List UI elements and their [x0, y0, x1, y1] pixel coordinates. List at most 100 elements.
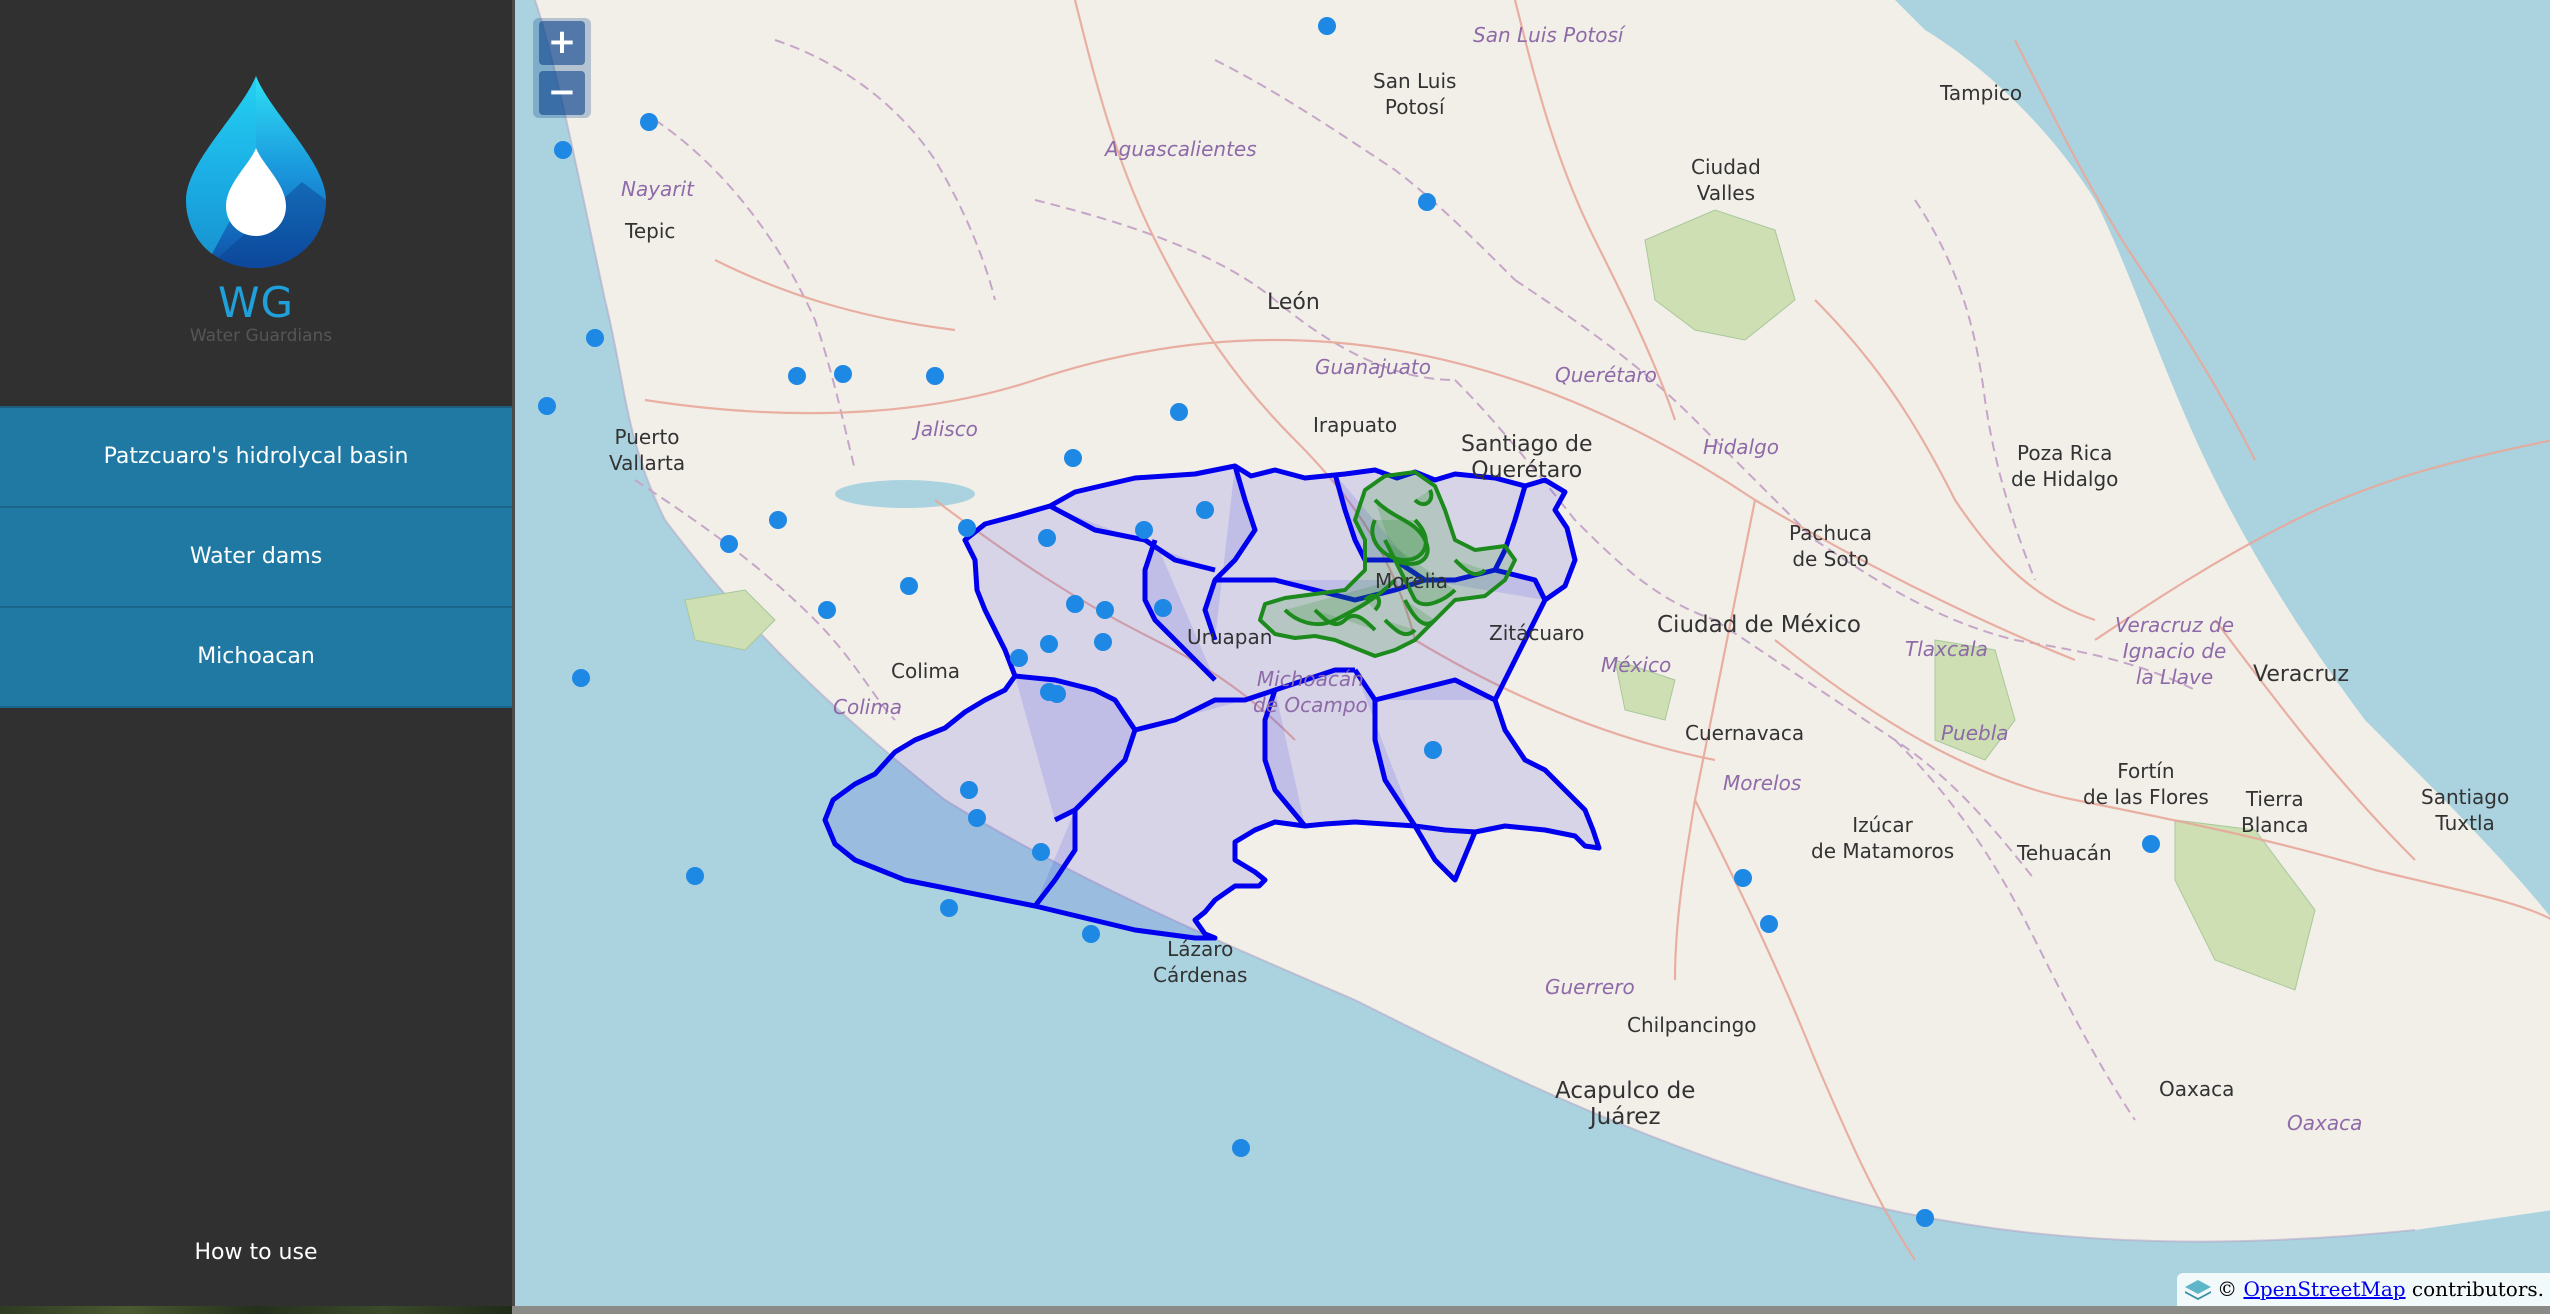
map-label-morelos: Morelos — [1723, 771, 1802, 795]
water-dam-marker[interactable] — [686, 867, 704, 885]
water-dam-marker[interactable] — [1094, 633, 1112, 651]
map-label-santiago-tuxtla: Santiago Tuxtla — [2421, 785, 2510, 835]
logo-short-text: WG — [217, 278, 295, 327]
menu-item-water-dams[interactable]: Water dams — [0, 508, 512, 608]
map-label-ciudad-de-mexico: Ciudad de México — [1657, 612, 1862, 638]
map-label-veracruz-state: Veracruz de Ignacio de la Llave — [2115, 613, 2235, 689]
map-label-queretaro-state: Querétaro — [1555, 363, 1657, 387]
map-label-poza-rica: Poza Rica de Hidalgo — [2011, 441, 2119, 491]
map-label-izucar: Izúcar de Matamoros — [1811, 813, 1955, 863]
layers-icon — [2185, 1280, 2212, 1300]
water-dam-marker[interactable] — [1082, 925, 1100, 943]
sidebar: WG Water Guardians Patzcuaro's hidrolyca… — [0, 0, 512, 1314]
water-dam-marker[interactable] — [640, 113, 658, 131]
water-dam-marker[interactable] — [1232, 1139, 1250, 1157]
water-dam-marker[interactable] — [1418, 193, 1436, 211]
water-dam-marker[interactable] — [1170, 403, 1188, 421]
map-label-puerto-vallarta: Puerto Vallarta — [609, 425, 686, 475]
map-label-fortin: Fortín de las Flores — [2083, 759, 2209, 809]
water-dam-marker[interactable] — [1760, 915, 1778, 933]
water-dam-marker[interactable] — [572, 669, 590, 687]
map-label-aguascalientes: Aguascalientes — [1105, 137, 1257, 161]
water-dam-marker[interactable] — [1916, 1209, 1934, 1227]
water-dam-marker[interactable] — [1135, 521, 1153, 539]
water-dam-marker[interactable] — [958, 519, 976, 537]
water-dam-marker[interactable] — [968, 809, 986, 827]
water-dam-marker[interactable] — [586, 329, 604, 347]
map-label-cuernavaca: Cuernavaca — [1685, 721, 1805, 745]
attribution-suffix: contributors. — [2405, 1276, 2544, 1301]
lake — [835, 480, 975, 508]
water-dam-marker[interactable] — [1734, 869, 1752, 887]
map-label-santiago-queretaro: Santiago de Querétaro — [1461, 432, 1593, 483]
water-dam-marker[interactable] — [1154, 599, 1172, 617]
gulf-of-mexico — [1895, 0, 2550, 917]
water-dam-marker[interactable] — [1196, 501, 1214, 519]
water-drop-logo-icon — [186, 76, 326, 268]
map-label-lazaro-cardenas: Lázaro Cárdenas — [1153, 937, 1248, 987]
water-dam-marker[interactable] — [940, 899, 958, 917]
green-park — [1644, 209, 1796, 341]
map-label-tierra-blanca: Tierra Blanca — [2241, 787, 2309, 837]
water-dam-marker[interactable] — [1066, 595, 1084, 613]
map-label-colima-city: Colima — [891, 659, 961, 683]
attribution-prefix: © — [2217, 1276, 2238, 1301]
map-canvas[interactable] — [515, 0, 2550, 1306]
water-dam-marker[interactable] — [554, 141, 572, 159]
water-dam-marker[interactable] — [1040, 683, 1058, 701]
state-borders — [634, 39, 2196, 1121]
menu-item-michoacan[interactable]: Michoacan — [0, 608, 512, 708]
map-label-tepic: Tepic — [625, 219, 676, 243]
water-dam-marker[interactable] — [769, 511, 787, 529]
map-label-pachuca: Pachuca de Soto — [1789, 521, 1873, 571]
water-dam-marker[interactable] — [720, 535, 738, 553]
logo-full-text: Water Guardians — [189, 326, 333, 346]
roads — [644, 0, 2550, 1261]
water-dam-marker[interactable] — [1040, 635, 1058, 653]
water-dam-marker[interactable] — [926, 367, 944, 385]
map-label-ciudad-valles: Ciudad Valles — [1691, 155, 1761, 205]
water-dam-marker[interactable] — [1096, 601, 1114, 619]
map-label-san-luis-potosi-state: San Luis Potosí — [1473, 23, 1624, 47]
zoom-out-button[interactable]: − — [539, 71, 585, 115]
map-label-oaxaca-state: Oaxaca — [2287, 1111, 2363, 1135]
map-label-colima-state: Colima — [833, 695, 903, 719]
map-label-leon: León — [1267, 290, 1320, 315]
map-view[interactable]: San Luis Potosí San Luis Potosí Tampico … — [512, 0, 2550, 1306]
layer-menu: Patzcuaro's hidrolycal basin Water dams … — [0, 406, 512, 708]
map-label-michoacan-state: Michoacán de Ocampo — [1253, 667, 1368, 717]
map-attribution: © OpenStreetMap contributors. — [2177, 1272, 2550, 1306]
menu-item-patzcuaro-basin[interactable]: Patzcuaro's hidrolycal basin — [0, 408, 512, 508]
patzcuaro-basin-layer — [1258, 470, 1517, 658]
openstreetmap-link[interactable]: OpenStreetMap — [2243, 1276, 2406, 1301]
map-label-guanajuato: Guanajuato — [1315, 355, 1431, 379]
water-dam-marker[interactable] — [1010, 649, 1028, 667]
water-dam-marker[interactable] — [900, 577, 918, 595]
water-dam-marker[interactable] — [788, 367, 806, 385]
map-label-hidalgo: Hidalgo — [1703, 435, 1780, 459]
map-label-nayarit: Nayarit — [621, 177, 694, 201]
how-to-use-link[interactable]: How to use — [194, 1240, 318, 1265]
water-dam-marker[interactable] — [1424, 741, 1442, 759]
map-label-irapuato: Irapuato — [1313, 413, 1398, 437]
water-dam-marker[interactable] — [818, 601, 836, 619]
map-label-mexico-state: México — [1601, 653, 1672, 677]
water-dam-marker[interactable] — [834, 365, 852, 383]
water-dam-marker[interactable] — [960, 781, 978, 799]
water-dam-marker[interactable] — [1032, 843, 1050, 861]
water-dam-marker[interactable] — [1038, 529, 1056, 547]
water-dam-marker[interactable] — [538, 397, 556, 415]
water-dam-marker[interactable] — [1318, 17, 1336, 35]
map-label-zitacuaro: Zitácuaro — [1489, 621, 1585, 645]
map-label-san-luis-potosi-city: San Luis Potosí — [1373, 69, 1457, 119]
map-label-morelia: Morelia — [1375, 569, 1448, 593]
sidebar-bottom-strip — [0, 1306, 512, 1314]
water-dam-marker[interactable] — [1064, 449, 1082, 467]
zoom-control: + − — [533, 18, 591, 118]
zoom-in-button[interactable]: + — [539, 21, 585, 65]
map-label-tehuacan: Tehuacán — [2017, 841, 2112, 865]
map-label-veracruz: Veracruz — [2253, 662, 2350, 687]
water-dam-marker[interactable] — [2142, 835, 2160, 853]
map-label-chilpancingo: Chilpancingo — [1627, 1013, 1757, 1037]
map-label-guerrero: Guerrero — [1545, 975, 1635, 999]
